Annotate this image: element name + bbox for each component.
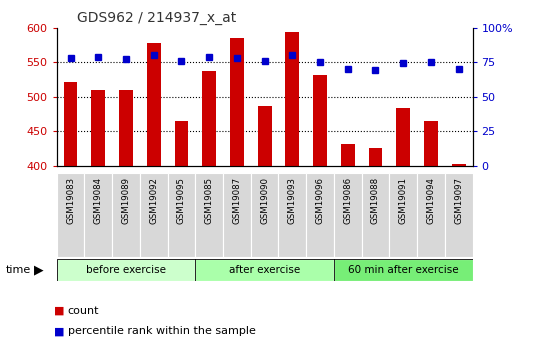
Bar [91, 90, 105, 166]
Text: GSM19087: GSM19087 [232, 177, 241, 224]
Bar [285, 32, 299, 166]
Text: GSM19097: GSM19097 [454, 177, 463, 224]
Text: GSM19090: GSM19090 [260, 177, 269, 224]
Text: GSM19093: GSM19093 [288, 177, 297, 224]
Bar [119, 90, 133, 166]
Bar [84, 172, 112, 257]
Bar [167, 172, 195, 257]
Bar [251, 172, 279, 257]
Text: GSM19086: GSM19086 [343, 177, 352, 224]
Text: GSM19095: GSM19095 [177, 177, 186, 224]
Bar [57, 259, 195, 281]
Bar [396, 108, 410, 166]
Bar [202, 71, 216, 166]
Text: GSM19083: GSM19083 [66, 177, 75, 224]
Bar [424, 121, 438, 166]
Bar [64, 82, 78, 166]
Text: before exercise: before exercise [86, 265, 166, 275]
Text: ■: ■ [54, 306, 64, 315]
Text: GSM19088: GSM19088 [371, 177, 380, 224]
Bar [140, 172, 167, 257]
Text: GDS962 / 214937_x_at: GDS962 / 214937_x_at [78, 11, 237, 25]
Text: 60 min after exercise: 60 min after exercise [348, 265, 458, 275]
Bar [368, 148, 382, 166]
Text: GSM19092: GSM19092 [149, 177, 158, 224]
Text: GSM19084: GSM19084 [94, 177, 103, 224]
Bar [417, 172, 445, 257]
Text: count: count [68, 306, 99, 315]
Bar [258, 106, 272, 166]
Text: GSM19085: GSM19085 [205, 177, 214, 224]
Bar [195, 259, 334, 281]
Bar [389, 172, 417, 257]
Text: GSM19089: GSM19089 [122, 177, 131, 224]
Text: time: time [5, 265, 31, 275]
Bar [195, 172, 223, 257]
Bar [223, 172, 251, 257]
Bar [174, 121, 188, 166]
Bar [57, 172, 84, 257]
Text: after exercise: after exercise [229, 265, 300, 275]
Bar [341, 144, 355, 166]
Text: GSM19096: GSM19096 [315, 177, 325, 224]
Text: ▶: ▶ [33, 264, 43, 276]
Text: percentile rank within the sample: percentile rank within the sample [68, 326, 255, 336]
Bar [230, 38, 244, 166]
Text: GSM19091: GSM19091 [399, 177, 408, 224]
Bar [362, 172, 389, 257]
Bar [112, 172, 140, 257]
Bar [306, 172, 334, 257]
Bar [279, 172, 306, 257]
Text: GSM19094: GSM19094 [427, 177, 435, 224]
Bar [334, 172, 362, 257]
Bar [445, 172, 472, 257]
Bar [451, 164, 465, 166]
Bar [147, 43, 161, 166]
Bar [334, 259, 472, 281]
Bar [313, 75, 327, 166]
Text: ■: ■ [54, 326, 64, 336]
